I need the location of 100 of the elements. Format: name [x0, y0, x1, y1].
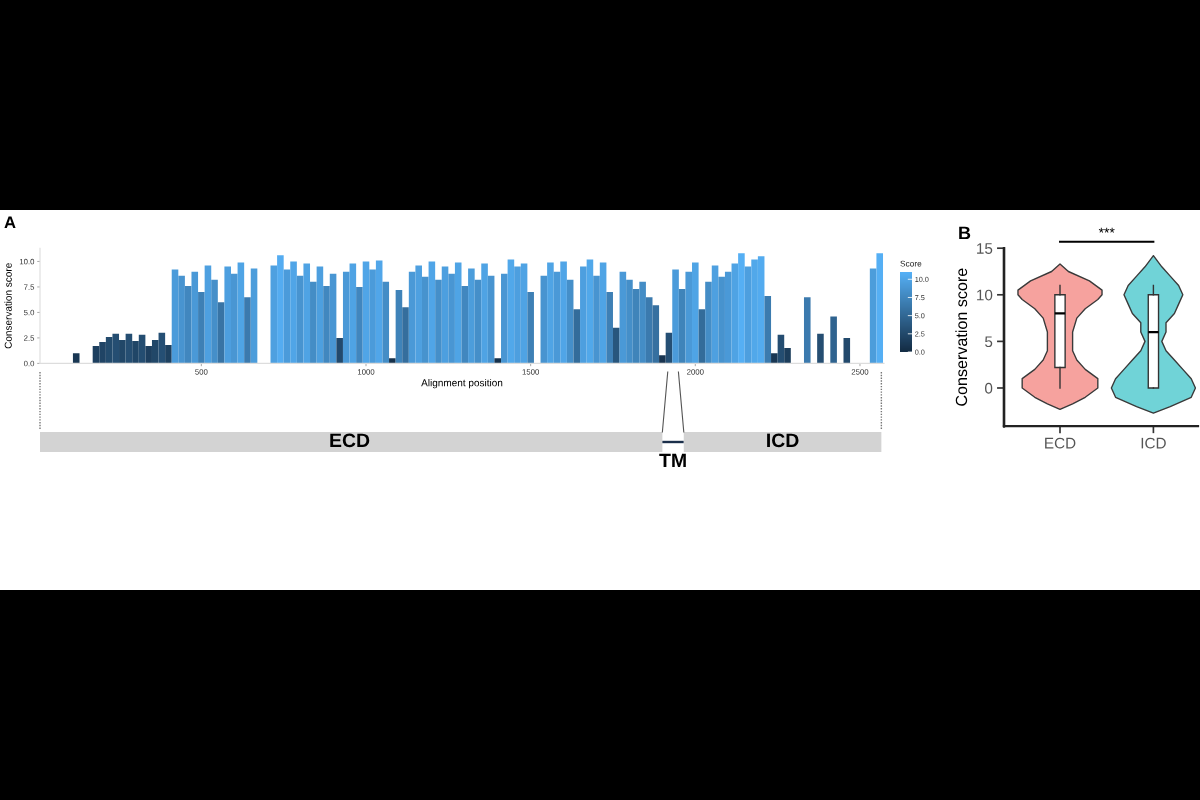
bar — [329, 273, 337, 364]
bar — [369, 269, 376, 364]
bar — [757, 256, 765, 364]
bar — [283, 269, 291, 364]
bar — [408, 271, 416, 364]
bar — [211, 279, 218, 364]
bar — [99, 341, 106, 364]
bar — [303, 263, 311, 364]
bar — [468, 268, 475, 364]
bar — [876, 253, 884, 364]
bar — [751, 259, 758, 364]
bar — [566, 279, 574, 364]
bar — [803, 297, 811, 364]
bar — [540, 275, 548, 364]
bar — [599, 262, 607, 364]
bar — [362, 261, 370, 364]
bar — [224, 266, 231, 364]
bar — [672, 269, 679, 364]
bar — [230, 273, 238, 364]
bar — [520, 263, 528, 364]
bar — [494, 358, 502, 364]
bar — [441, 266, 449, 364]
bar — [112, 333, 120, 364]
bar — [573, 309, 581, 364]
chart-title: B — [959, 226, 971, 240]
bar — [817, 333, 824, 364]
bar — [784, 348, 791, 364]
bar — [711, 265, 719, 364]
bar — [421, 276, 429, 364]
bar — [250, 268, 258, 364]
bar — [375, 260, 383, 364]
bar — [356, 286, 363, 364]
bar — [830, 316, 837, 364]
bar — [310, 281, 317, 364]
bar — [698, 309, 706, 364]
bar — [290, 261, 297, 364]
bar — [738, 253, 745, 364]
bar — [606, 292, 613, 364]
bar — [165, 345, 172, 364]
bar — [217, 302, 225, 364]
bar — [771, 353, 778, 364]
bar — [171, 269, 179, 364]
bar — [639, 281, 646, 364]
bar — [612, 327, 620, 364]
bar — [507, 259, 515, 364]
bar — [428, 261, 436, 364]
bar — [645, 297, 653, 364]
bar — [692, 262, 699, 364]
bar — [184, 285, 192, 364]
bar — [151, 339, 159, 364]
bar — [718, 276, 725, 364]
bar — [547, 262, 554, 364]
bar — [336, 337, 343, 364]
bar — [461, 285, 469, 364]
bar — [349, 263, 357, 364]
y-axis-title: Conservation score — [955, 268, 968, 406]
bar — [731, 263, 739, 364]
bar — [342, 271, 350, 364]
bar — [619, 271, 627, 364]
bar — [237, 262, 245, 364]
bar — [501, 273, 508, 364]
bar — [724, 271, 732, 364]
bar — [487, 275, 495, 364]
bar — [764, 296, 772, 364]
bar — [553, 271, 561, 364]
bar — [277, 255, 284, 364]
bar — [586, 259, 594, 364]
bar — [843, 337, 851, 364]
bar — [198, 292, 205, 364]
bar — [659, 355, 666, 364]
bar — [132, 340, 139, 364]
bar — [454, 262, 462, 364]
bar — [474, 279, 482, 364]
bar — [244, 297, 251, 364]
bar — [178, 275, 185, 364]
bar — [415, 265, 422, 364]
bar — [560, 261, 567, 364]
bar — [685, 271, 693, 364]
bar — [527, 292, 534, 364]
bar — [270, 265, 278, 364]
bar — [580, 266, 587, 364]
bar — [665, 332, 673, 364]
bar — [632, 288, 640, 364]
bar — [145, 346, 152, 364]
series-label: TM — [659, 453, 686, 468]
bar — [705, 281, 712, 364]
bar — [72, 353, 80, 364]
bar — [744, 266, 752, 364]
bar — [678, 288, 686, 364]
bar — [481, 263, 488, 364]
bar — [158, 332, 166, 364]
bar — [395, 290, 403, 364]
bar — [448, 273, 455, 364]
bar — [382, 281, 390, 364]
bar — [204, 265, 212, 364]
bar — [869, 268, 877, 364]
bar — [316, 266, 324, 364]
bar — [191, 271, 199, 364]
bar — [389, 358, 396, 364]
chart-title: A — [4, 216, 16, 229]
